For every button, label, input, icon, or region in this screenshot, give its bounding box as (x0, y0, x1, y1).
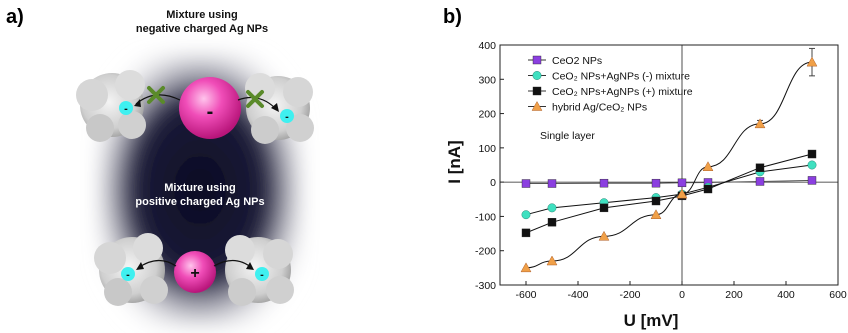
data-point (755, 177, 765, 186)
axes: -600 -400 -200 0 200 400 600 -300 -200 -100 0 100 20… (475, 40, 847, 301)
data-point (702, 161, 714, 171)
ion-bottom-right (255, 267, 269, 281)
data-point (754, 118, 766, 129)
data-point (599, 203, 609, 213)
legend-label: CeO2 NPs (552, 55, 602, 67)
y-tick-label: 100 (478, 143, 496, 155)
x-tick-label: 200 (725, 289, 743, 301)
data-point (806, 56, 818, 67)
ceo2-cluster-top-left (76, 70, 146, 142)
series-line (526, 179, 813, 184)
legend: CeO2 NPs CeO₂ NPs+AgNPs (-) mixture CeO₂ N… (528, 55, 693, 114)
data-point (547, 179, 557, 188)
iv-chart: -600 -400 -200 0 200 400 600 -300 -200 -100 0 100 20… (445, 40, 847, 330)
x-tick-label: -400 (567, 289, 588, 301)
series-layer (520, 47, 818, 273)
data-point (651, 178, 661, 188)
data-point (599, 178, 609, 188)
data-point (521, 228, 531, 238)
data-point (547, 203, 557, 213)
top-caption-line1: Mixture using (166, 9, 238, 21)
data-point (755, 163, 765, 172)
y-tick-label: 0 (490, 177, 496, 189)
data-point (520, 262, 532, 273)
ion-bottom-left (121, 267, 135, 281)
negative-sign: - (207, 101, 214, 123)
x-tick-label: -600 (515, 289, 536, 301)
bottom-caption-line1: Mixture using (164, 182, 236, 194)
x-tick-label: 400 (777, 289, 795, 301)
ion-top-left-sign: - (124, 103, 128, 115)
y-tick-label: -300 (475, 280, 496, 292)
data-point (547, 218, 557, 227)
top-caption-line2: negative charged Ag NPs (136, 23, 268, 35)
series-3 (521, 149, 817, 238)
data-point (650, 209, 662, 219)
bottom-caption-line2: positive charged Ag NPs (135, 196, 264, 208)
positive-sign: + (190, 265, 199, 282)
annotation-single-layer: Single layer (540, 130, 595, 142)
data-point (598, 230, 610, 241)
y-tick-label: 300 (478, 74, 496, 86)
y-axis-label: I [nA] (445, 140, 464, 183)
ion-bottom-left-sign: - (126, 269, 130, 281)
ion-bottom-right-sign: - (260, 269, 264, 281)
data-point (677, 178, 687, 188)
panel-b-label: b) (443, 6, 462, 28)
data-point (807, 160, 817, 170)
y-tick-label: 200 (478, 109, 496, 121)
data-point (651, 196, 661, 206)
x-tick-label: 0 (679, 289, 685, 301)
y-tick-label: -200 (475, 246, 496, 258)
green-cross-left-icon (147, 86, 165, 104)
data-point (676, 188, 688, 199)
schematic-illustration: Mixture using negative charged Ag NPs - … (76, 9, 314, 325)
legend-label: CeO₂ NPs+AgNPs (+) mixture (552, 86, 693, 98)
plot-frame (499, 44, 839, 286)
data-point (531, 100, 543, 111)
green-cross-right-icon (246, 90, 264, 108)
ceo2-cluster-top-right (245, 73, 314, 144)
data-point (807, 149, 817, 159)
ion-top-right (280, 109, 294, 123)
data-point (532, 86, 542, 96)
legend-label: CeO₂ NPs+AgNPs (-) mixture (552, 71, 690, 83)
y-tick-label: 400 (478, 40, 496, 52)
data-point (546, 255, 558, 266)
y-tick-label: -100 (475, 211, 496, 223)
series-1 (521, 176, 817, 188)
legend-label: hybrid Ag/CeO₂ NPs (552, 102, 647, 114)
data-point (521, 210, 531, 220)
data-point (807, 176, 817, 185)
x-axis-label: U [mV] (624, 311, 679, 330)
data-point (521, 179, 531, 188)
series-line (525, 164, 813, 216)
data-point (532, 71, 542, 80)
x-tick-label: 600 (829, 289, 847, 301)
data-point (703, 184, 713, 194)
series-2 (521, 160, 817, 220)
series-line (525, 153, 813, 234)
ion-top-left (119, 101, 133, 115)
series-4 (520, 47, 818, 273)
panel-a-label: a) (6, 6, 24, 28)
ion-top-right-sign: - (285, 111, 289, 123)
ag-np-negative (179, 77, 241, 139)
x-tick-label: -200 (619, 289, 640, 301)
data-point (532, 55, 542, 65)
ag-np-positive (174, 251, 216, 293)
